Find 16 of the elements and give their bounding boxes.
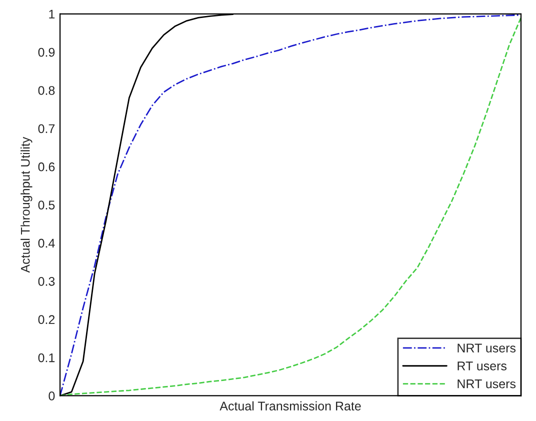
- y-tick-label: 0.4: [38, 238, 55, 248]
- y-tick-label: 0.7: [38, 124, 55, 134]
- y-tick-label: 0.3: [38, 276, 55, 286]
- y-tick-label: 0: [48, 392, 55, 400]
- legend-label: NRT users: [458, 344, 516, 352]
- legend-label: NRT users: [458, 380, 516, 388]
- x-axis-title: Actual Transmission Rate: [220, 401, 361, 410]
- y-axis-title: Actual Throughput Utility: [20, 136, 32, 273]
- y-tick-label: 0.6: [38, 162, 55, 172]
- y-tick-label: 0.8: [38, 86, 55, 95]
- y-tick-label: 0.9: [38, 48, 55, 57]
- y-tick-label: 0.1: [38, 353, 55, 362]
- y-tick-label: 1: [49, 10, 55, 18]
- y-tick-label: 0.2: [38, 315, 55, 324]
- y-tick-label: 0.5: [38, 200, 55, 210]
- legend-label: RT users: [458, 362, 507, 370]
